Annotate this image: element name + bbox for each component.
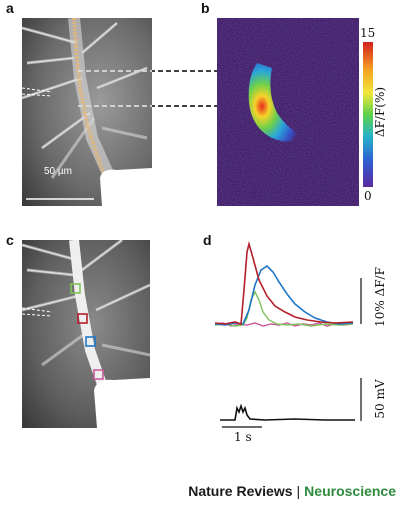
colorbar-max-label: 15 [360, 26, 376, 40]
traces-d [215, 240, 362, 428]
panel-letter-b: b [201, 0, 210, 16]
scalebar-label-a: 50 µm [44, 166, 72, 177]
roi-blue [85, 336, 96, 347]
pipette-c [22, 307, 53, 317]
journal-credit: Nature Reviews | Neuroscience [188, 483, 396, 499]
roi-magenta [93, 369, 104, 380]
micrograph-a [22, 18, 152, 206]
journal-section: Neuroscience [304, 483, 396, 499]
panel-letter-c: c [6, 232, 14, 248]
fluor-scale-label: 10% ΔF/F [373, 267, 387, 327]
time-scale-label: 1 s [234, 430, 252, 444]
voltage-scale-label: 50 mV [373, 379, 387, 419]
trace-blue [215, 264, 354, 326]
colorbar-title: ΔF/F(%) [373, 86, 387, 138]
roi-green [70, 283, 81, 294]
credit-separator: | [296, 483, 301, 499]
trace-voltage [220, 403, 355, 421]
panel-letter-d: d [203, 232, 212, 248]
colorbar-min-label: 0 [364, 189, 372, 203]
roi-red [77, 313, 88, 324]
heatmap-b [217, 18, 359, 206]
trace-green [215, 290, 354, 327]
journal-name: Nature Reviews [188, 483, 293, 499]
panel-letter-a: a [6, 0, 14, 16]
micrograph-c [22, 240, 150, 428]
trace-red [215, 240, 354, 326]
pipette-a [22, 87, 53, 97]
colorbar [363, 42, 373, 187]
